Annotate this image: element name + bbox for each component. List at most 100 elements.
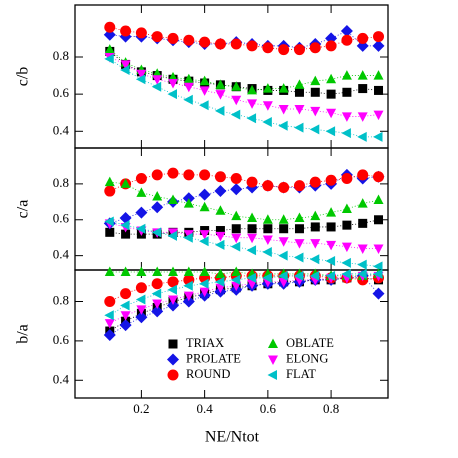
marker bbox=[135, 282, 147, 294]
marker bbox=[103, 328, 116, 341]
marker bbox=[214, 239, 225, 250]
marker bbox=[167, 369, 179, 381]
marker bbox=[199, 230, 210, 240]
marker bbox=[309, 42, 321, 54]
legend-label: ROUND bbox=[186, 367, 230, 381]
marker bbox=[278, 250, 288, 261]
y-tick-label: 0.8 bbox=[53, 292, 69, 307]
marker bbox=[325, 174, 337, 186]
marker bbox=[358, 84, 368, 94]
marker bbox=[357, 169, 369, 181]
marker bbox=[341, 112, 352, 122]
marker bbox=[262, 214, 273, 224]
marker bbox=[263, 224, 273, 234]
marker bbox=[278, 83, 289, 93]
marker bbox=[247, 233, 258, 244]
marker bbox=[151, 227, 162, 238]
marker bbox=[151, 288, 162, 299]
y-tick-label: 0.6 bbox=[53, 332, 70, 347]
marker bbox=[199, 236, 209, 247]
marker bbox=[167, 276, 179, 288]
marker bbox=[310, 75, 321, 86]
marker bbox=[247, 212, 258, 222]
marker bbox=[372, 287, 385, 300]
marker bbox=[105, 227, 115, 237]
marker bbox=[103, 28, 116, 41]
x-tick-label: 0.8 bbox=[323, 401, 339, 416]
marker bbox=[340, 25, 353, 37]
marker bbox=[230, 173, 242, 184]
series-line bbox=[109, 30, 379, 49]
marker bbox=[374, 215, 384, 225]
marker bbox=[135, 294, 146, 305]
marker bbox=[151, 81, 162, 92]
marker bbox=[246, 176, 258, 188]
marker bbox=[152, 266, 163, 276]
series-line bbox=[109, 181, 379, 221]
marker bbox=[104, 296, 116, 308]
marker bbox=[135, 311, 148, 324]
marker bbox=[167, 284, 178, 295]
marker bbox=[183, 94, 193, 105]
marker bbox=[215, 226, 225, 236]
panel-frame bbox=[74, 269, 389, 399]
marker bbox=[279, 224, 289, 234]
series-line bbox=[109, 219, 379, 235]
marker bbox=[262, 101, 273, 111]
marker bbox=[183, 291, 194, 302]
marker bbox=[294, 212, 305, 222]
marker bbox=[373, 131, 383, 142]
marker bbox=[198, 188, 211, 201]
marker bbox=[262, 83, 273, 93]
marker bbox=[309, 254, 320, 265]
marker bbox=[357, 244, 368, 254]
marker bbox=[247, 84, 258, 95]
marker bbox=[262, 247, 272, 258]
marker bbox=[152, 299, 163, 309]
marker bbox=[294, 87, 304, 97]
marker bbox=[278, 105, 289, 115]
marker bbox=[168, 295, 179, 306]
marker bbox=[230, 109, 241, 120]
marker bbox=[151, 201, 164, 214]
marker bbox=[278, 44, 290, 56]
marker bbox=[104, 176, 115, 187]
marker bbox=[199, 201, 210, 212]
marker bbox=[372, 39, 385, 52]
series-line bbox=[109, 26, 379, 50]
marker bbox=[293, 270, 304, 281]
marker bbox=[357, 70, 368, 80]
marker bbox=[183, 73, 194, 84]
marker bbox=[104, 216, 114, 227]
marker bbox=[373, 244, 384, 254]
marker bbox=[373, 268, 383, 279]
marker bbox=[326, 222, 336, 232]
series-line bbox=[109, 275, 379, 302]
marker bbox=[310, 87, 320, 97]
y-tick-label: 0.4 bbox=[53, 122, 70, 137]
marker bbox=[293, 44, 305, 56]
marker bbox=[104, 310, 114, 321]
legend-label: FLAT bbox=[286, 367, 316, 381]
marker bbox=[357, 131, 367, 142]
marker bbox=[278, 214, 289, 224]
marker bbox=[168, 266, 179, 276]
marker bbox=[183, 169, 195, 181]
marker bbox=[167, 167, 179, 179]
marker bbox=[199, 36, 211, 48]
marker bbox=[373, 110, 384, 121]
legend-label: ELONG bbox=[286, 351, 328, 365]
marker bbox=[326, 240, 337, 251]
marker bbox=[325, 256, 336, 267]
marker bbox=[119, 211, 132, 224]
marker bbox=[247, 99, 258, 109]
marker bbox=[326, 108, 337, 119]
marker bbox=[293, 180, 305, 192]
marker bbox=[230, 241, 241, 252]
marker bbox=[168, 194, 179, 205]
marker bbox=[230, 274, 241, 285]
marker bbox=[120, 60, 131, 70]
marker bbox=[120, 311, 131, 321]
marker bbox=[215, 283, 226, 294]
